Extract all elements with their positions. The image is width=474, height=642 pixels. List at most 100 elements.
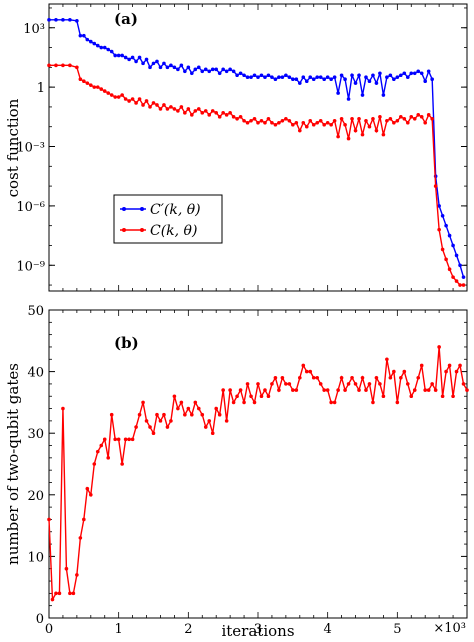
panel-a-series-point-1	[360, 132, 365, 137]
panel-a-series-point-1	[409, 115, 414, 119]
panel-b-xtick-label: 4	[324, 622, 332, 637]
panel-b-xtick-label: 3	[254, 622, 262, 637]
panel-b-series-point-0	[68, 591, 72, 596]
panel-b-yticks: 0 10 20 30 40 50	[27, 304, 467, 627]
panel-a-series-point-0	[82, 33, 86, 38]
panel-a-series-point-0	[196, 65, 201, 70]
panel-a-series-point-0	[235, 73, 239, 78]
panel-a-series-point-1	[61, 63, 65, 68]
panel-a-series-point-1	[109, 93, 114, 97]
panel-a-frame	[48, 3, 468, 292]
panel-b-series-point-0	[353, 382, 358, 386]
panel-a-series-point-0	[381, 93, 386, 97]
panel-b-series-point-0	[210, 431, 215, 436]
panel-b-series-point-0	[263, 388, 267, 392]
panel-a-series-point-1	[381, 132, 386, 137]
panel-a-series-point-1	[144, 99, 149, 103]
panel-b-series-point-0	[360, 375, 365, 380]
panel-a-series-point-1	[374, 128, 379, 133]
panel-a-series-point-0	[364, 75, 368, 80]
panel-b-series-point-0	[325, 388, 330, 392]
panel-a-series-point-1	[231, 115, 236, 119]
panel-a-series-point-1	[357, 117, 361, 121]
panel-a-series-point-1	[141, 103, 145, 107]
panel-a-series-point-0	[440, 213, 445, 218]
panel-b-series-point-0	[116, 437, 121, 442]
panel-a-series-point-1	[158, 107, 163, 111]
panel-a-series-point-0	[78, 33, 83, 38]
panel-b-ytick-label: 10	[27, 550, 44, 565]
panel-a-series	[47, 18, 466, 287]
panel-a-series-point-0	[378, 71, 382, 76]
panel-a-series-point-0	[329, 77, 333, 82]
panel-a-series-point-1	[430, 117, 434, 121]
panel-a-series-point-0	[360, 93, 365, 97]
panel-b-series-point-0	[221, 388, 225, 392]
panel-b-series-point-0	[203, 425, 208, 429]
panel-b-series-point-0	[183, 412, 187, 417]
panel-b-series-point-0	[61, 406, 65, 411]
panel-a-series-point-1	[280, 118, 285, 123]
panel-b-series-point-0	[399, 375, 403, 380]
panel-a-series-point-1	[399, 115, 403, 119]
panel-a-series-point-1	[458, 283, 462, 287]
panel-a-series-point-0	[416, 69, 421, 74]
panel-a-series-point-0	[308, 75, 313, 80]
panel-a-series-point-1	[113, 95, 117, 99]
panel-a-series-point-1	[402, 117, 407, 121]
panel-a-series-point-1	[308, 118, 313, 123]
panel-a-series-point-1	[169, 105, 173, 109]
panel-a-series-point-1	[130, 97, 135, 101]
panel-a-series-point-0	[388, 73, 393, 78]
panel-a-label: (a)	[114, 10, 138, 28]
panel-b-xtick-label: 0	[45, 622, 53, 637]
panel-a-series-point-0	[291, 77, 295, 82]
panel-b-series-point-0	[388, 375, 393, 380]
panel-a-series-point-0	[256, 75, 260, 80]
panel-a-series-point-0	[395, 75, 400, 80]
panel-b-series-point-0	[155, 412, 159, 417]
panel-b-series	[47, 345, 469, 602]
panel-a-series-point-0	[120, 53, 124, 58]
panel-a-series-point-1	[137, 97, 142, 101]
panel-b-series-point-0	[228, 388, 232, 392]
panel-b: (b) number of two-qubit gates iterations…	[4, 304, 469, 640]
panel-b-series-point-0	[179, 400, 184, 405]
panel-a-series-point-1	[210, 109, 215, 113]
panel-b-series-point-0	[374, 375, 379, 380]
panel-b-series-point-0	[231, 400, 236, 405]
panel-b-series-point-0	[298, 375, 302, 380]
panel-a-series-point-1	[298, 128, 302, 133]
panel-a-series-point-0	[249, 75, 253, 80]
panel-b-series-point-0	[106, 456, 111, 460]
panel-b-series-point-0	[451, 394, 455, 399]
panel-a-series-point-1	[315, 120, 320, 125]
panel-b-series-point-0	[196, 406, 201, 411]
panel-a-series-point-0	[405, 75, 410, 80]
panel-a-series-point-1	[172, 107, 177, 111]
panel-b-series-point-0	[277, 388, 281, 392]
panel-a-series-point-0	[371, 73, 375, 78]
panel-a-series-point-0	[315, 75, 320, 80]
panel-a-series-point-1	[433, 184, 438, 188]
panel-b-series-point-0	[78, 536, 83, 540]
panel-b-series-point-0	[89, 493, 93, 497]
panel-a-series-point-1	[426, 113, 431, 117]
panel-b-series-point-0	[109, 412, 114, 417]
panel-a-series-point-1	[444, 257, 448, 262]
panel-a-ytick-label: 10⁻³	[16, 141, 45, 156]
panel-b-series-point-0	[329, 400, 333, 405]
panel-a-series-point-0	[102, 45, 107, 50]
panel-a-series-point-0	[186, 65, 191, 70]
panel-b-series-point-0	[287, 382, 292, 386]
panel-a-series-point-1	[287, 118, 292, 123]
panel-b-ytick-label: 40	[27, 366, 44, 381]
panel-a-series-point-0	[402, 71, 407, 76]
panel-b-series-point-0	[378, 382, 382, 386]
panel-b-ytick-label: 0	[36, 612, 44, 627]
panel-b-series-point-0	[57, 591, 62, 596]
panel-a-series-point-0	[280, 75, 285, 80]
panel-a-series-point-0	[89, 39, 93, 44]
panel-a-series-point-1	[259, 118, 264, 123]
panel-a-series-point-1	[193, 109, 198, 113]
